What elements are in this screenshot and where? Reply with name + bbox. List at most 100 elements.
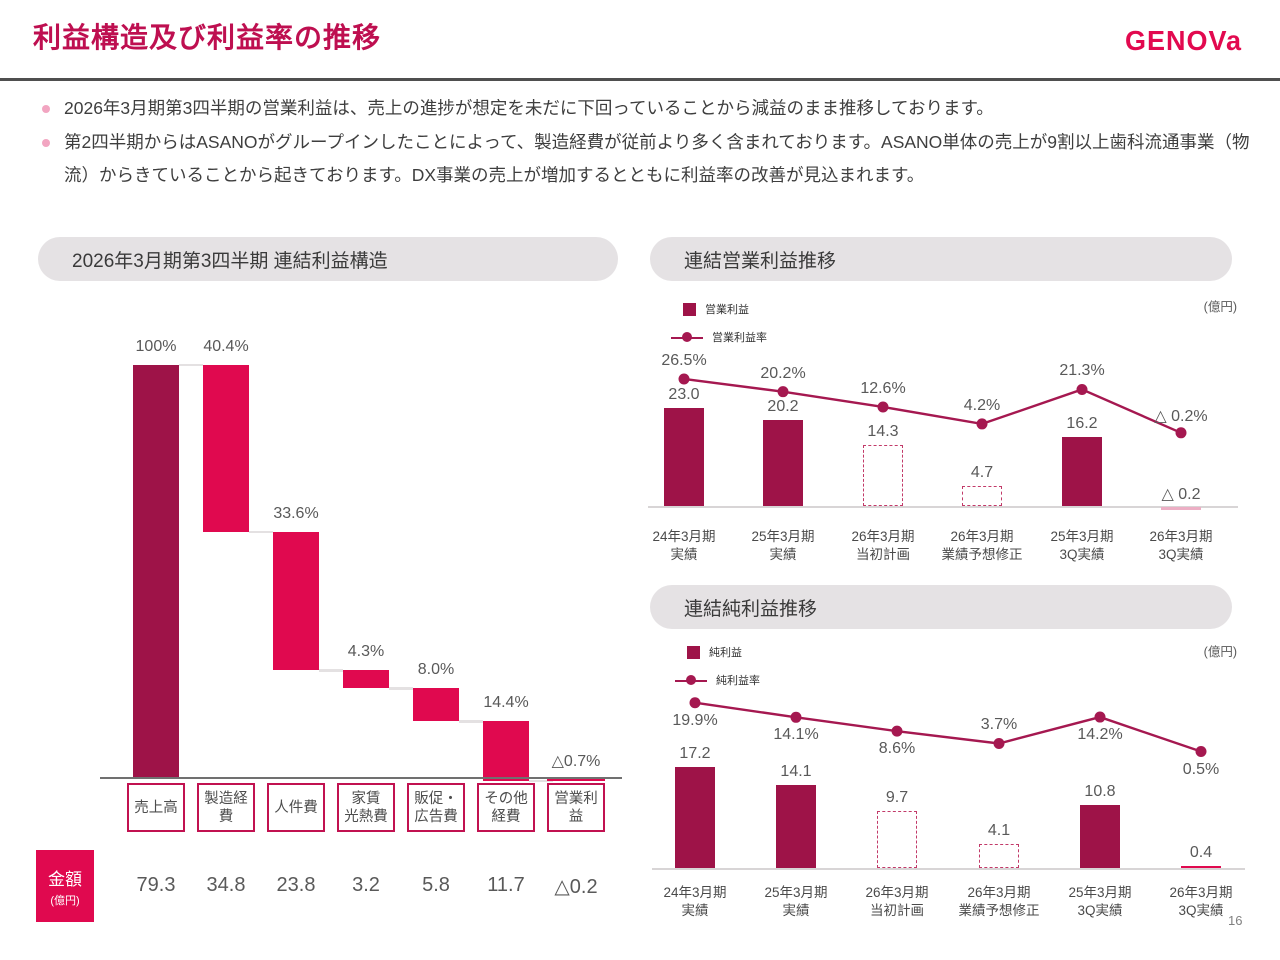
waterfall-amount-value: △0.2 (554, 876, 598, 898)
bar-swatch-icon (683, 302, 696, 316)
waterfall-category-box: その他 経費 (477, 783, 535, 832)
line-swatch-icon (671, 331, 703, 344)
rate-line-path (683, 377, 1182, 434)
waterfall-amount-value: 11.7 (487, 874, 525, 896)
trend-bar (776, 785, 816, 868)
rate-value-label: 3.7% (980, 716, 1018, 734)
category-label: 24年3月期 実績 (663, 885, 727, 918)
category-label: 26年3月期 3Q実績 (1149, 529, 1213, 562)
category-label: 25年3月期 3Q実績 (1050, 529, 1114, 562)
rate-point-marker (790, 711, 802, 723)
section-header-profit-structure: 2026年3月期第3四半期 連結利益構造 (38, 237, 618, 281)
waterfall-percent-label: 33.6% (273, 504, 319, 522)
rate-value-label: 26.5% (661, 351, 707, 369)
bar-value-label: 4.1 (987, 821, 1011, 839)
rate-value-label: 19.9% (672, 711, 718, 729)
bar-value-label: 17.2 (679, 745, 711, 763)
trend-bar (863, 444, 903, 506)
rate-value-label: 21.3% (1059, 362, 1105, 380)
rate-value-label: △ 0.2% (1154, 407, 1208, 425)
amount-unit: (億円) (50, 895, 80, 907)
trend-bar (763, 419, 803, 506)
waterfall-bar (483, 721, 529, 781)
trend-bar (1181, 865, 1221, 868)
waterfall-bar (547, 778, 605, 781)
bullet-icon (42, 105, 50, 113)
bar-value-label: 23.0 (668, 385, 700, 403)
legend-label: 営業利益 (705, 304, 749, 316)
rate-point-marker (1175, 427, 1187, 439)
bar-swatch-icon (687, 645, 700, 659)
bar-value-label: 4.7 (970, 463, 994, 481)
category-label: 26年3月期 3Q実績 (1169, 885, 1233, 918)
category-label: 25年3月期 実績 (751, 529, 815, 562)
waterfall-connector (179, 363, 203, 366)
section-header-net-profit: 連結純利益推移 (650, 585, 1232, 629)
waterfall-connector (389, 687, 413, 690)
waterfall-amount-value: 5.8 (422, 874, 450, 896)
rate-value-label: 14.1% (773, 726, 819, 744)
category-label: 26年3月期 業績予想修正 (958, 885, 1040, 918)
waterfall-percent-label: 4.3% (347, 643, 385, 661)
legend-label: 営業利益率 (712, 332, 767, 344)
waterfall-category-box: 人件費 (267, 783, 325, 832)
profit-rate-line (678, 373, 1187, 439)
category-label: 25年3月期 実績 (764, 885, 828, 918)
category-label: 26年3月期 当初計画 (865, 885, 929, 918)
bullet-item: 2026年3月期第3四半期の営業利益は、売上の進捗が想定を未だに下回っていること… (38, 92, 1252, 126)
line-swatch-icon (675, 674, 707, 687)
waterfall-category-box: 家賃 光熱費 (337, 783, 395, 832)
waterfall-percent-label: △0.7% (551, 753, 601, 770)
section-title: 連結営業利益推移 (684, 250, 837, 272)
rate-point-marker (1094, 711, 1106, 723)
bullet-list: 2026年3月期第3四半期の営業利益は、売上の進捗が想定を未だに下回っていること… (38, 92, 1252, 193)
waterfall-amount-value: 34.8 (206, 874, 246, 896)
rate-point-marker (993, 737, 1005, 749)
trend-bar (1161, 507, 1201, 510)
amount-label: 金額 (48, 870, 82, 889)
category-label: 25年3月期 3Q実績 (1068, 885, 1132, 918)
legend-net-profit-bar: 純利益 (687, 644, 742, 660)
waterfall-connector (459, 720, 483, 723)
rate-point-marker (777, 386, 789, 398)
rate-point-marker (689, 697, 701, 709)
category-label: 24年3月期 実績 (652, 529, 716, 562)
bullet-icon (42, 138, 50, 147)
rate-point-marker (1076, 383, 1088, 395)
bar-value-label: 10.8 (1084, 782, 1116, 800)
rate-value-label: 8.6% (878, 740, 916, 758)
waterfall-category-box: 販促・ 広告費 (407, 783, 465, 832)
category-label: 26年3月期 業績予想修正 (941, 529, 1023, 562)
trend-bar (1062, 436, 1102, 506)
trend-bar (962, 485, 1002, 506)
waterfall-axis (100, 776, 622, 779)
rate-value-label: 12.6% (860, 379, 906, 397)
waterfall-bar (343, 670, 389, 689)
profit-rate-line (689, 697, 1207, 758)
trend-bar (979, 843, 1019, 868)
section-header-operating-profit: 連結営業利益推移 (650, 237, 1232, 281)
rate-point-marker (678, 373, 690, 385)
rate-point-marker (891, 725, 903, 737)
waterfall-percent-label: 100% (135, 337, 177, 355)
waterfall-bar (133, 364, 179, 778)
waterfall-connector (319, 669, 343, 672)
trend-bar (877, 811, 917, 868)
trend-bar (664, 407, 704, 506)
section-title: 2026年3月期第3四半期 連結利益構造 (72, 250, 388, 272)
legend-label: 純利益 (709, 647, 742, 659)
waterfall-bar (273, 531, 319, 671)
section-title: 連結純利益推移 (684, 598, 818, 620)
legend-operating-profit-rate-line: 営業利益率 (671, 329, 767, 345)
waterfall-amount-value: 23.8 (276, 874, 316, 896)
waterfall-category-box: 製造経費 (197, 783, 255, 832)
legend-net-profit-rate-line: 純利益率 (675, 672, 760, 688)
title-divider (0, 78, 1280, 81)
waterfall-amount-value: 79.3 (136, 874, 176, 896)
chart-axis (652, 868, 1245, 870)
genova-logo: GENOVa (1124, 25, 1242, 57)
rate-value-label: 14.2% (1077, 726, 1123, 744)
category-label: 26年3月期 当初計画 (851, 529, 915, 562)
bar-value-label: △ 0.2 (1161, 486, 1201, 503)
bar-value-label: 14.1 (780, 763, 812, 781)
